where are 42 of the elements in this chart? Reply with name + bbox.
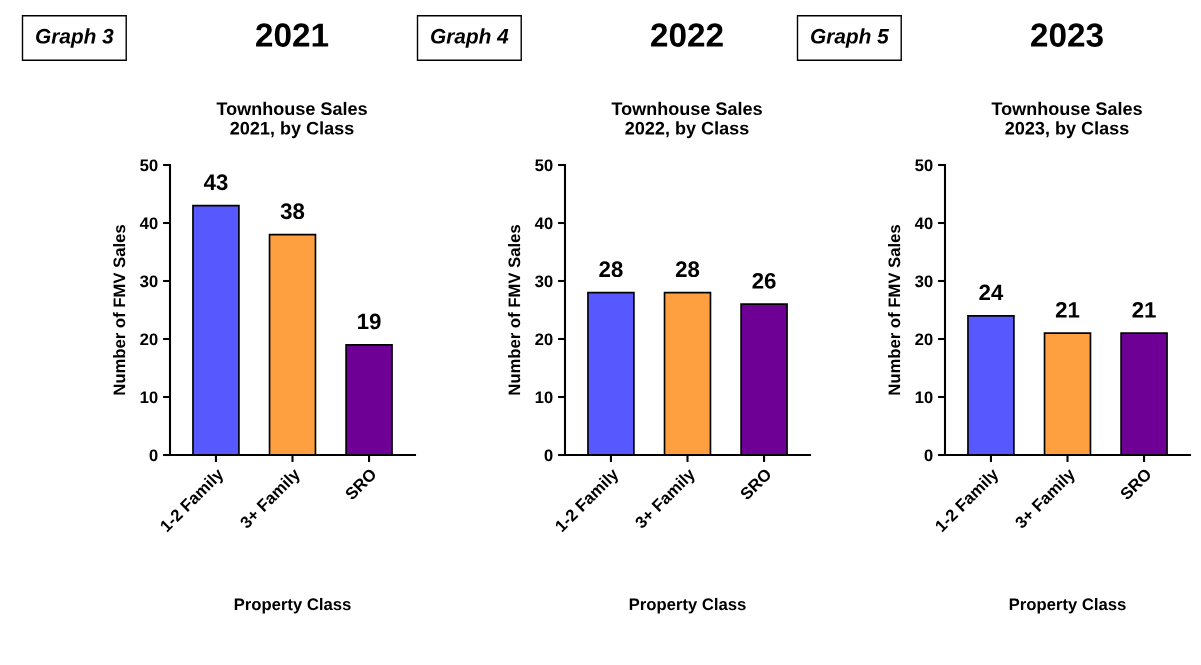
y-tick-label: 10 — [140, 391, 158, 404]
data-label: 26 — [752, 272, 776, 289]
y-tick-label: 30 — [535, 275, 553, 288]
y-tick-label: 40 — [534, 217, 553, 230]
caption: Graph 5 — [811, 28, 889, 48]
data-label: 21 — [1132, 301, 1156, 318]
y-tick-label: 30 — [915, 275, 933, 288]
chart-title: 2022 — [651, 23, 723, 47]
data-label: 19 — [358, 313, 381, 330]
y-axis-title: Number of FMV Sales — [113, 225, 126, 395]
y-tick-label: 0 — [544, 449, 553, 462]
x-axis-title: Property Class — [629, 597, 746, 614]
data-label: 43 — [203, 174, 228, 191]
chart-subtitle: Townhouse Sales 2021, by Class — [216, 101, 367, 139]
y-tick-label: 50 — [140, 159, 158, 172]
y-tick-label: 40 — [139, 217, 158, 230]
x-axis-title: Property Class — [234, 597, 351, 614]
y-tick-label: 0 — [149, 449, 158, 462]
caption: Graph 3 — [36, 28, 114, 48]
chart-subtitle: Townhouse Sales 2023, by Class — [991, 101, 1142, 139]
chart-title: 2021 — [256, 23, 329, 47]
caption: Graph 4 — [431, 28, 509, 48]
data-label: 38 — [280, 203, 305, 220]
y-tick-label: 50 — [915, 159, 933, 172]
y-tick-label: 0 — [924, 449, 933, 462]
y-tick-label: 50 — [535, 159, 553, 172]
y-axis-title: Number of FMV Sales — [888, 225, 901, 395]
x-axis-title: Property Class — [1009, 597, 1126, 614]
chart-title: 2023 — [1031, 23, 1103, 47]
y-tick-label: 20 — [140, 333, 158, 346]
y-tick-label: 20 — [915, 333, 933, 346]
y-axis-title: Number of FMV Sales — [508, 225, 521, 395]
y-tick-label: 10 — [535, 391, 553, 404]
y-tick-label: 40 — [914, 217, 933, 230]
y-tick-label: 10 — [915, 391, 933, 404]
y-tick-label: 20 — [535, 333, 553, 346]
data-label: 28 — [675, 261, 700, 278]
y-tick-label: 30 — [140, 275, 158, 288]
data-label: 21 — [1055, 301, 1080, 318]
data-label: 28 — [599, 261, 623, 278]
chart-subtitle: Townhouse Sales 2022, by Class — [611, 101, 762, 139]
data-label: 24 — [979, 284, 1004, 301]
